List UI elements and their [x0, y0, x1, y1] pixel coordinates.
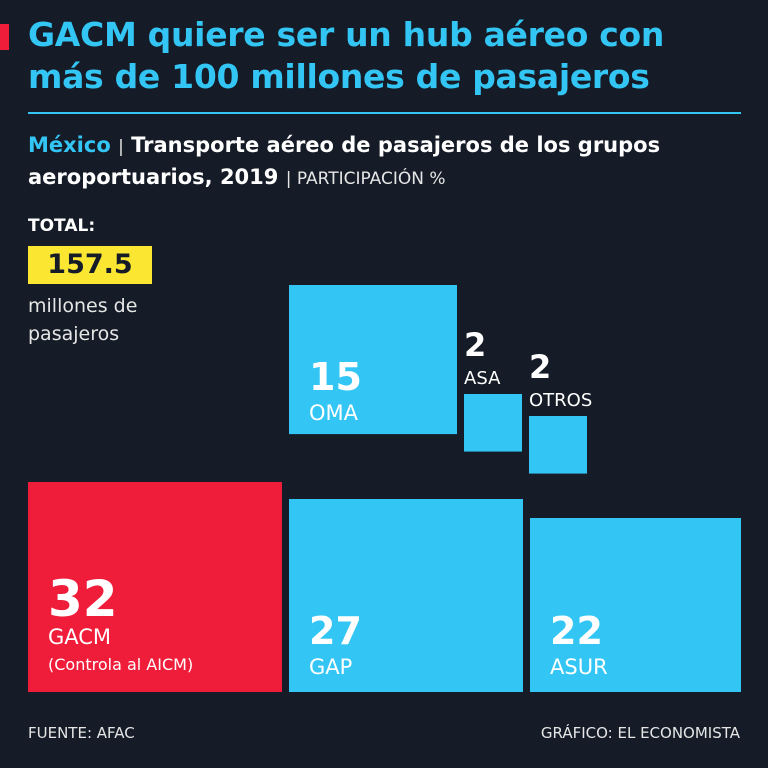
category-label-asur: ASUR	[550, 655, 608, 679]
subtitle-country: México	[28, 133, 111, 157]
bar-gacm	[28, 482, 282, 692]
value-label-gap: 27	[309, 609, 362, 653]
category-note-gacm: (Controla al AICM)	[48, 655, 193, 674]
chart-title: GACM quiere ser un hub aéreo con más de …	[28, 15, 665, 96]
credit-note: GRÁFICO: EL ECONOMISTA	[540, 724, 740, 742]
bar-asur	[530, 518, 741, 692]
category-label-oma: OMA	[309, 401, 359, 425]
category-label-gap: GAP	[309, 655, 352, 679]
value-label-asa: 2	[464, 326, 486, 364]
total-unit: millones de pasajeros	[28, 295, 138, 345]
value-label-asur: 22	[550, 609, 603, 653]
subtitle-text: Transporte aéreo de pasajeros de los gru…	[28, 133, 661, 189]
subtitle-unit: | PARTICIPACIÓN %	[285, 169, 446, 189]
bar-gap	[289, 499, 523, 692]
accent-bar	[0, 24, 9, 50]
value-label-gacm: 32	[48, 570, 118, 628]
subtitle-separator: |	[118, 137, 124, 157]
total-label: TOTAL:	[28, 216, 96, 236]
bar-oma	[289, 285, 457, 435]
category-label-asa: ASA	[464, 368, 501, 389]
category-label-otros: OTROS	[529, 390, 592, 411]
category-label-gacm: GACM	[48, 625, 111, 649]
value-label-oma: 15	[309, 355, 362, 399]
title-rule	[28, 112, 741, 114]
bar-otros	[529, 416, 587, 474]
source-note: FUENTE: AFAC	[28, 724, 135, 742]
value-label-otros: 2	[529, 348, 551, 386]
total-value-badge: 157.5	[28, 246, 152, 284]
chart-subtitle: México | Transporte aéreo de pasajeros d…	[28, 130, 748, 194]
bar-asa	[464, 394, 522, 452]
